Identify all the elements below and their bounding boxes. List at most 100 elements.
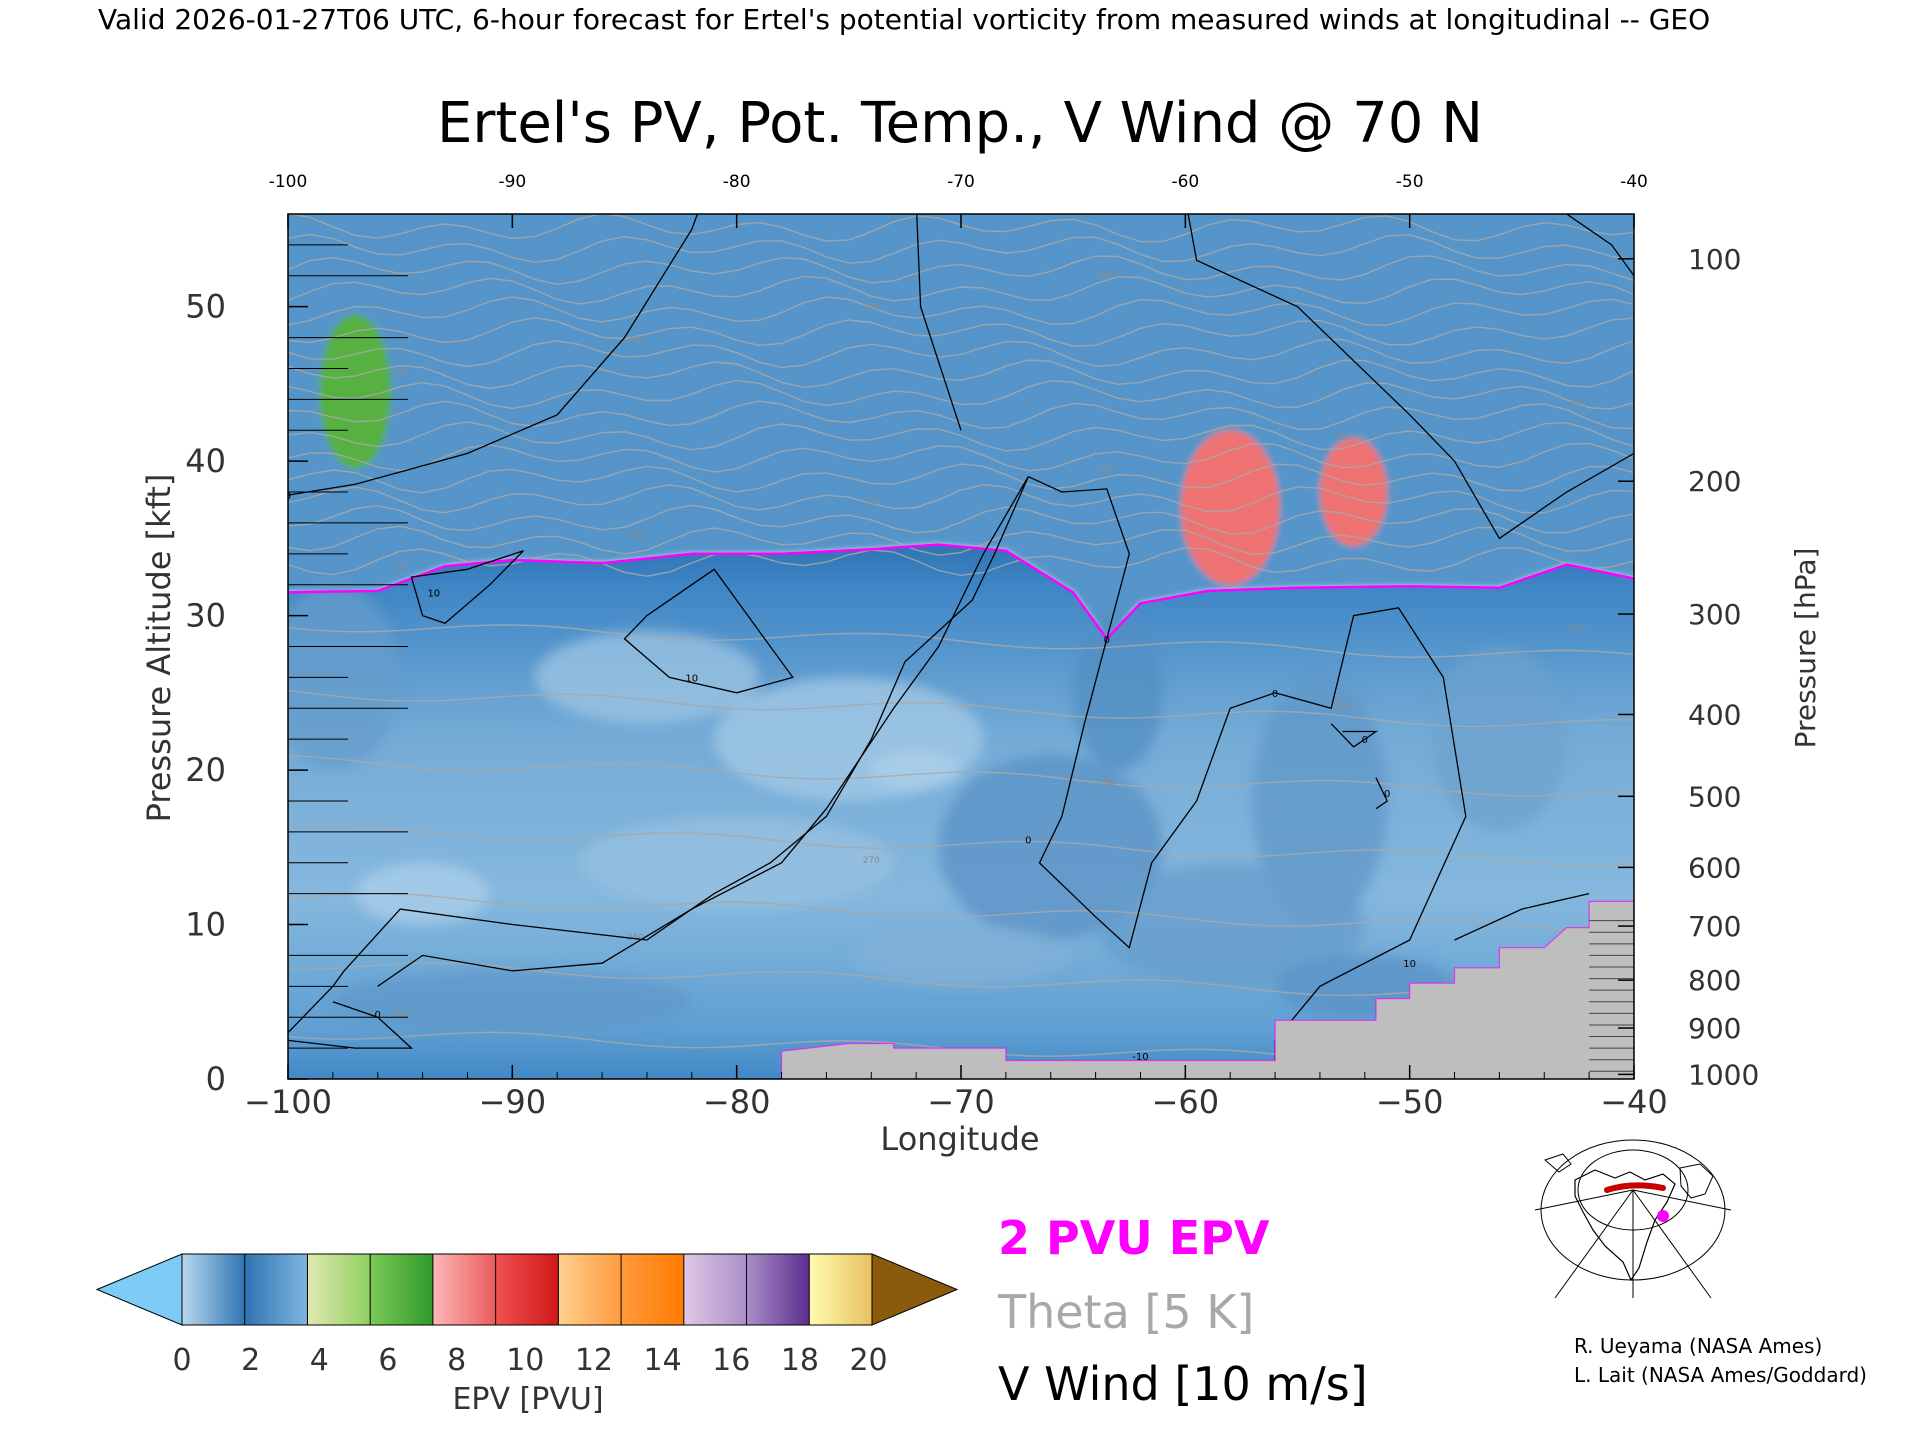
theta-label: 300 xyxy=(1569,624,1586,634)
theta-contour xyxy=(288,547,1634,577)
v-wind-contour xyxy=(288,214,699,496)
header-text: Valid 2026-01-27T06 UTC, 6-hour forecast… xyxy=(98,3,1710,36)
theta-contour xyxy=(288,233,1634,264)
v-wind-contour xyxy=(288,1001,414,1049)
v-wind-contour xyxy=(1375,777,1389,810)
theta-contour xyxy=(288,379,1634,410)
colorbar-tick-label: 14 xyxy=(644,1343,682,1378)
top-tick-label: -40 xyxy=(1620,172,1648,192)
theta-label: 390 xyxy=(863,303,880,313)
tropopause-2pvu-line xyxy=(288,543,1634,641)
v-wind-label: 0 xyxy=(1025,836,1031,847)
pv-blob xyxy=(1073,615,1163,771)
pressure-tick-label: 600 xyxy=(1688,851,1741,884)
v-wind-contour xyxy=(377,476,1029,987)
pv-blob xyxy=(1252,677,1388,925)
x-tick-label: −70 xyxy=(927,1083,995,1121)
pressure-tick-label: 700 xyxy=(1688,910,1741,943)
y-tick-label: 20 xyxy=(185,751,226,789)
colorbar-segment xyxy=(558,1254,622,1325)
credit-line-2: L. Lait (NASA Ames/Goddard) xyxy=(1574,1363,1867,1387)
v-wind-contour xyxy=(1454,892,1590,941)
x-tick-label: −100 xyxy=(244,1083,332,1121)
theta-label: 310 xyxy=(392,562,409,572)
terrain-hatch xyxy=(780,900,1634,1079)
pv-blob xyxy=(355,862,490,925)
pv-blob xyxy=(938,754,1163,940)
theta-label: 280 xyxy=(1098,779,1115,789)
pressure-tick-label: 500 xyxy=(1688,780,1741,813)
pv-blob xyxy=(1095,862,1365,987)
theta-contour xyxy=(288,421,1634,452)
top-tick-label: -60 xyxy=(1171,172,1199,192)
theta-contour xyxy=(288,317,1634,347)
v-wind-contour xyxy=(410,550,524,625)
colorbar-over-arrow xyxy=(871,1253,959,1326)
colorbar-tick-label: 2 xyxy=(241,1343,260,1378)
v-wind-contour xyxy=(916,214,962,431)
theta-label: 330 xyxy=(863,497,880,507)
colorbar: 0 2 4 6 8 10 12 14 16 18 20 xyxy=(95,1253,959,1378)
legend-pv-label: 2 PVU EPV xyxy=(998,1211,1270,1265)
colorbar-segment xyxy=(683,1254,748,1325)
x-axis-label: Longitude xyxy=(880,1120,1039,1158)
colorbar-segment xyxy=(809,1254,873,1325)
plot-area: 250 260 270 280 290 300 310 320 330 340 350 360 370 3… xyxy=(288,214,1634,1079)
theta-contour xyxy=(288,892,1634,936)
x-tick-label: −40 xyxy=(1600,1083,1668,1121)
colorbar-frame xyxy=(181,1253,873,1326)
theta-contour xyxy=(288,400,1634,431)
theta-label: 380 xyxy=(627,335,644,345)
theta-label: 260 xyxy=(627,933,644,943)
v-wind-contour xyxy=(1330,723,1379,748)
pv-band xyxy=(288,214,1634,639)
theta-contour xyxy=(288,275,1634,305)
v-wind-label: -10 xyxy=(1132,1052,1148,1063)
theta-label: 360 xyxy=(1569,400,1586,410)
theta-label: 370 xyxy=(392,368,409,378)
location-map xyxy=(1534,1139,1732,1299)
pressure-tick-label: 200 xyxy=(1688,465,1741,498)
theta-contour xyxy=(288,255,1634,285)
x-tick-label: −80 xyxy=(703,1083,771,1121)
y2-axis-label: Pressure [hPa] xyxy=(1789,548,1822,749)
theta-label: 290 xyxy=(1334,701,1351,711)
pv-tower xyxy=(1180,430,1280,585)
colorbar-tick-label: 20 xyxy=(849,1343,887,1378)
pv-blob xyxy=(1432,646,1567,832)
legend-theta-label: Theta [5 K] xyxy=(997,1285,1254,1339)
theta-contour xyxy=(288,483,1634,514)
top-tick-label: -100 xyxy=(269,172,308,192)
colorbar-segment xyxy=(495,1254,559,1325)
colorbar-tick-label: 8 xyxy=(447,1343,466,1378)
y-tick-label: 50 xyxy=(185,288,226,326)
colorbar-label: EPV [PVU] xyxy=(452,1382,603,1417)
chart-title: Ertel's PV, Pot. Temp., V Wind @ 70 N xyxy=(437,91,1483,156)
v-wind-contours: 0 10 10 0 0 0 0 0 10 0 -10 xyxy=(288,214,1634,1079)
colorbar-segment xyxy=(432,1254,497,1325)
colorbar-segment xyxy=(307,1254,371,1325)
top-tick-label: -50 xyxy=(1396,172,1424,192)
theta-label: 270 xyxy=(863,856,880,866)
colorbar-segment xyxy=(621,1254,685,1325)
theta-contour xyxy=(288,463,1634,494)
colorbar-tick-label: 0 xyxy=(172,1343,191,1378)
pv-blob xyxy=(579,816,894,910)
pressure-tick-label: 800 xyxy=(1688,964,1741,997)
x-tick-label: −90 xyxy=(479,1083,547,1121)
theta-contour xyxy=(288,359,1634,390)
y-tick-label: 30 xyxy=(185,597,226,635)
axes: −100 −90 −80 −70 −60 −50 −40-100 -90 -80 -70 -60 -5… xyxy=(185,172,1759,1121)
colorbar-segment xyxy=(746,1254,810,1325)
y-axis-label: Pressure Altitude [kft] xyxy=(140,474,178,823)
x-tick-label: −50 xyxy=(1376,1083,1444,1121)
pressure-tick-label: 300 xyxy=(1688,598,1741,631)
colorbar-tick-label: 12 xyxy=(575,1343,613,1378)
v-wind-label: 0 xyxy=(375,1010,381,1021)
credit-line-1: R. Ueyama (NASA Ames) xyxy=(1574,1334,1822,1358)
colorbar-segment xyxy=(370,1254,434,1325)
v-wind-label: 0 xyxy=(1384,789,1390,800)
theta-contour xyxy=(288,296,1634,326)
colorbar-tick-label: 16 xyxy=(712,1343,750,1378)
